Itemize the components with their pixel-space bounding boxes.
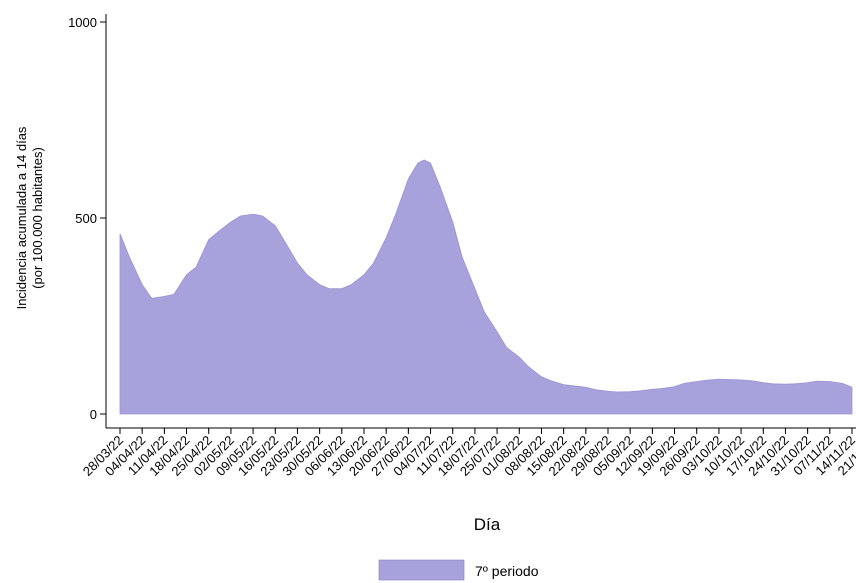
x-axis: 28/03/2204/04/2211/04/2218/04/2225/04/22… <box>80 427 856 479</box>
y-axis: 0 500 1000 <box>68 14 107 428</box>
y-axis-title-line2: (por 100.000 habitantes) <box>30 147 45 289</box>
y-tick-label: 1000 <box>68 15 97 30</box>
y-tick-label: 0 <box>90 407 97 422</box>
legend: 7º periodo <box>378 559 539 581</box>
legend-swatch <box>378 559 465 581</box>
legend-label: 7º periodo <box>475 563 539 579</box>
plot-area <box>119 159 853 415</box>
x-axis-title: Día <box>474 515 501 534</box>
y-tick-label: 500 <box>75 211 97 226</box>
series-area-7-periodo <box>119 159 853 415</box>
y-axis-title-line1: Incidencia acumulada a 14 días <box>14 126 29 309</box>
